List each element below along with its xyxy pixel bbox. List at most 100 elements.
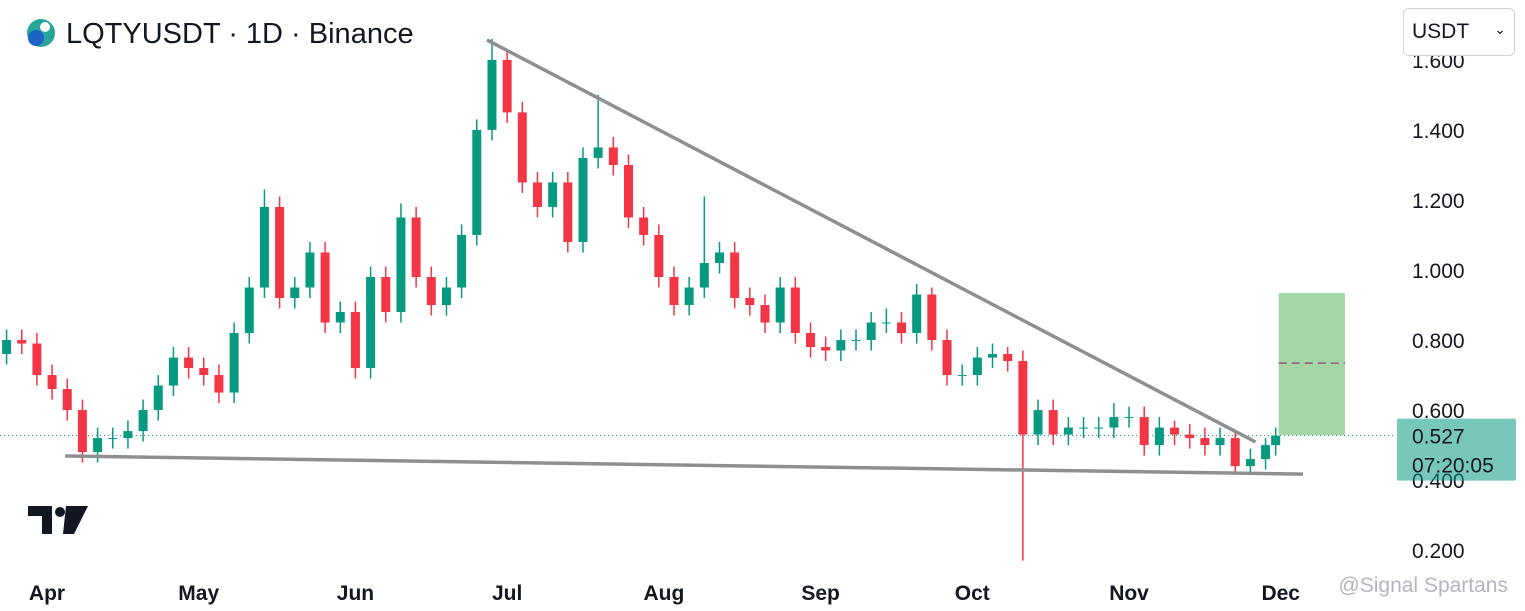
candle-body (168, 357, 178, 386)
candle-body (275, 206, 285, 299)
candle-body (1079, 427, 1089, 429)
price-badge (1397, 418, 1516, 481)
candle-body (487, 59, 497, 130)
candle-body (77, 410, 87, 453)
candle-body (1215, 438, 1225, 446)
candle-body (366, 276, 376, 369)
candle-body (1271, 435, 1281, 446)
candle-body (972, 357, 982, 376)
candle-body (350, 312, 360, 369)
candle-body (2, 340, 12, 355)
candle-body (396, 217, 406, 313)
candle-body (988, 354, 998, 358)
y-tick-label: 0.200 (1412, 540, 1465, 563)
candle-body (1048, 410, 1058, 435)
y-tick-label: 0.600 (1412, 400, 1465, 423)
candle-body (760, 305, 770, 323)
candle-body (593, 147, 603, 158)
candle-body (138, 410, 148, 432)
candle-body (108, 438, 118, 440)
x-tick-label: Nov (1109, 582, 1149, 605)
candle-body (714, 252, 724, 263)
trendline (486, 38, 1257, 444)
candle-body (669, 276, 679, 306)
candle-body (730, 252, 740, 299)
caret: ⌄ (1494, 21, 1506, 37)
candle-body (17, 340, 27, 344)
candle-body (775, 287, 785, 323)
candle-body (123, 431, 133, 439)
countdown: 07:20:05 (1412, 455, 1494, 478)
price-label: 0.527 (1412, 426, 1465, 449)
candle-body (517, 112, 527, 183)
candle-body (1033, 410, 1043, 435)
logo-part (28, 506, 52, 534)
candle-body (1245, 459, 1255, 467)
candle-body (897, 322, 907, 334)
candle-body (608, 147, 618, 165)
candle-body (623, 164, 633, 218)
candle-body (927, 294, 937, 341)
candle-body (441, 287, 451, 306)
candle-body (502, 59, 512, 113)
candle-body (1139, 417, 1149, 446)
candle-body (214, 375, 224, 393)
candle-body (305, 252, 315, 288)
logo-icon (27, 19, 55, 47)
x-tick-label: Jul (492, 582, 522, 605)
candle-body (1185, 434, 1195, 439)
candle-body (957, 375, 967, 377)
candle-body (1170, 427, 1180, 435)
candle-body (881, 322, 891, 324)
candle-body (1261, 445, 1271, 460)
target-zone (1278, 293, 1345, 435)
tv-logo (28, 506, 88, 534)
x-tick-label: Aug (643, 582, 684, 605)
candle-body (790, 287, 800, 334)
candle-body (472, 129, 482, 235)
icon (40, 22, 50, 32)
candle-body (578, 157, 588, 242)
candle-body (851, 340, 861, 342)
candle-body (93, 438, 103, 453)
trendline (65, 454, 1304, 476)
candle-body (1124, 417, 1134, 419)
candle-body (62, 389, 72, 411)
candle-body (1200, 438, 1210, 446)
candle-body (229, 333, 239, 393)
candle-body (290, 287, 300, 299)
y-tick-label: 0.800 (1412, 330, 1465, 353)
x-tick-label: Oct (955, 582, 990, 605)
currency-label: USDT (1412, 20, 1470, 43)
candle-body (532, 182, 542, 207)
candle-body (821, 347, 831, 351)
candle-body (563, 182, 573, 242)
logo-part (55, 507, 65, 517)
candle-body (1154, 427, 1164, 446)
candle-body (411, 217, 421, 277)
candle-body (426, 276, 436, 306)
icon (28, 30, 44, 46)
candle-body (684, 287, 694, 306)
chart-title: LQTYUSDT · 1D · Binance (66, 18, 414, 50)
candle-body (47, 375, 57, 390)
x-tick-label: Sep (801, 582, 840, 605)
currency-select[interactable]: USDT ⌄ (1403, 8, 1515, 56)
x-tick-label: Dec (1261, 582, 1300, 605)
candle-body (184, 357, 194, 369)
y-tick-label: 1.400 (1412, 120, 1465, 143)
candle-body (244, 287, 254, 334)
candle-body (259, 206, 269, 288)
candle-body (1063, 427, 1073, 435)
logo-part (63, 506, 88, 534)
candle-body (1003, 354, 1013, 362)
watermark: @Signal Spartans (1338, 574, 1508, 597)
x-tick-label: Jun (337, 582, 374, 605)
y-tick-label: 1.200 (1412, 190, 1465, 213)
plot: 0.2000.4000.6000.8001.0001.2001.4001.600… (0, 38, 1516, 605)
candle-body (912, 294, 922, 334)
candle-body (639, 217, 649, 235)
candle-body (199, 368, 209, 376)
